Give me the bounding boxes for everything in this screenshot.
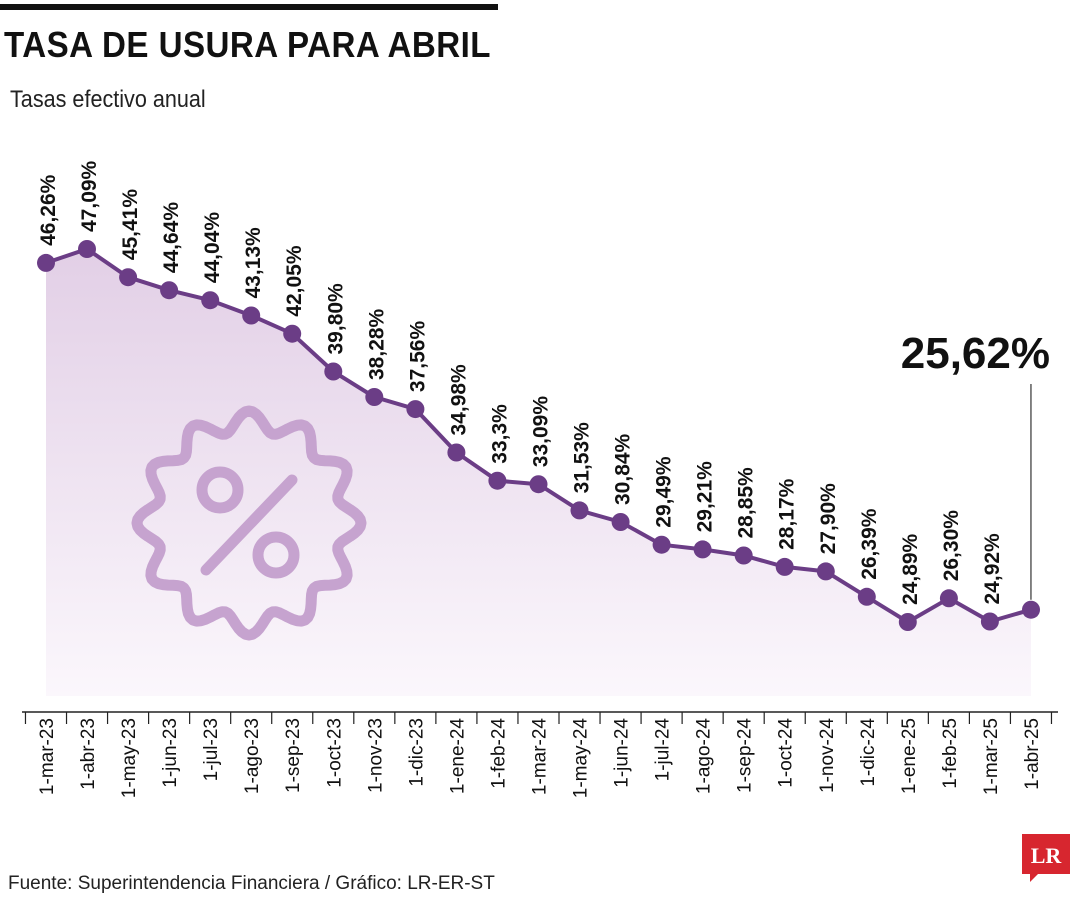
data-label: 26,39%: [858, 508, 881, 580]
source-note: Fuente: Superintendencia Financiera / Gr…: [8, 873, 495, 894]
highlight-label: 25,62%: [901, 329, 1050, 378]
data-point: [857, 587, 876, 606]
x-tick-label: 1-jun-23: [160, 718, 181, 788]
data-point: [488, 471, 507, 490]
x-tick-label: 1-may-23: [119, 718, 140, 798]
x-tick-label: 1-ago-23: [242, 718, 263, 794]
data-label: 30,84%: [612, 433, 635, 505]
data-point: [242, 306, 261, 325]
x-tick-label: 1-dic-24: [858, 718, 879, 787]
data-label: 26,30%: [940, 510, 963, 582]
lr-logo-icon: LR: [1022, 834, 1070, 882]
data-label: 34,98%: [447, 364, 470, 436]
x-tick-label: 1-sep-23: [283, 718, 304, 793]
data-point: [406, 400, 425, 419]
data-label: 24,92%: [981, 533, 1004, 605]
data-point: [734, 546, 753, 565]
x-axis: 1-mar-23 1-abr-23 1-may-23 1-jun-23 1-jul-23…: [22, 711, 1058, 799]
data-label: 42,05%: [283, 245, 306, 317]
badge-outline: [131, 405, 367, 641]
data-label: 47,09%: [78, 160, 101, 232]
x-tick-label: 1-jun-24: [612, 718, 633, 788]
data-label: 33,09%: [530, 396, 553, 468]
chart-title: TASA DE USURA PARA ABRIL: [4, 24, 491, 65]
x-tick-label: 1-nov-23: [365, 718, 386, 793]
data-label: 28,17%: [776, 478, 799, 550]
x-tick-label: 1-may-24: [571, 718, 592, 799]
data-label: 46,26%: [37, 174, 60, 246]
x-tick-label: 1-abr-23: [78, 718, 99, 790]
data-label: 43,13%: [242, 227, 265, 299]
data-label: 31,53%: [571, 422, 594, 494]
data-point: [119, 268, 138, 287]
top-rule: [0, 4, 498, 10]
data-point: [324, 362, 343, 381]
x-tick-label: 1-abr-25: [1022, 718, 1043, 790]
data-point: [283, 324, 302, 343]
x-tick-label: 1-oct-23: [324, 718, 345, 788]
area-layer: [46, 249, 1031, 696]
data-point: [611, 513, 630, 531]
x-tick-label: 1-ene-24: [447, 718, 468, 794]
data-point: [898, 613, 917, 631]
data-label: 37,56%: [406, 321, 429, 393]
data-label: 38,28%: [365, 308, 388, 380]
data-label: 24,89%: [899, 533, 922, 605]
data-point: [816, 562, 835, 581]
data-point: [365, 388, 384, 406]
percent-badge-icon: [131, 405, 367, 641]
x-tick-label: 1-jul-23: [201, 718, 222, 781]
data-points: [37, 240, 1040, 631]
data-label: 29,21%: [694, 461, 717, 533]
percent-dot-bottom: [252, 531, 300, 579]
series-area: [46, 249, 1031, 696]
data-point: [980, 612, 999, 631]
percent-slash: [200, 474, 298, 576]
x-tick-label: 1-mar-25: [981, 718, 1002, 795]
data-label: 28,85%: [735, 467, 758, 539]
data-label: 44,64%: [160, 202, 183, 274]
data-point: [570, 501, 589, 520]
data-point: [447, 443, 466, 462]
percent-dot-top: [196, 466, 244, 514]
x-tick-label: 1-mar-23: [37, 718, 58, 795]
data-point: [1022, 600, 1040, 619]
data-label: 39,80%: [324, 283, 347, 355]
data-label: 29,49%: [653, 456, 676, 528]
chart-subtitle: Tasas efectivo anual: [10, 86, 206, 113]
data-label: 27,90%: [817, 483, 840, 555]
x-tick-label: 1-sep-24: [735, 718, 756, 793]
data-point: [160, 281, 179, 300]
x-tick-label: 1-oct-24: [776, 718, 797, 788]
x-tick-label: 1-feb-24: [488, 718, 509, 789]
x-tick-label: 1-dic-23: [406, 718, 427, 787]
data-point: [37, 253, 55, 272]
data-point: [939, 589, 958, 608]
x-tick-label: 1-jul-24: [653, 718, 674, 782]
x-tick-label: 1-ene-25: [899, 718, 920, 794]
data-label: 45,41%: [119, 189, 142, 261]
x-tick-label: 1-nov-24: [817, 718, 838, 793]
lr-logo-text: LR: [1031, 843, 1063, 868]
data-point: [693, 540, 712, 559]
data-point: [78, 240, 96, 258]
data-label: 44,04%: [201, 212, 224, 284]
data-label: 33,3%: [488, 404, 511, 464]
data-point: [529, 475, 548, 494]
x-tick-label: 1-ago-24: [694, 718, 715, 794]
data-labels: 46,26% 47,09% 45,41% 44,64% 44,04% 43,13% 42,0…: [37, 160, 1050, 605]
data-point: [775, 557, 794, 576]
data-point: [652, 535, 671, 554]
x-tick-label: 1-mar-24: [530, 718, 551, 796]
x-tick-label: 1-feb-25: [940, 718, 961, 789]
data-point: [201, 291, 220, 310]
